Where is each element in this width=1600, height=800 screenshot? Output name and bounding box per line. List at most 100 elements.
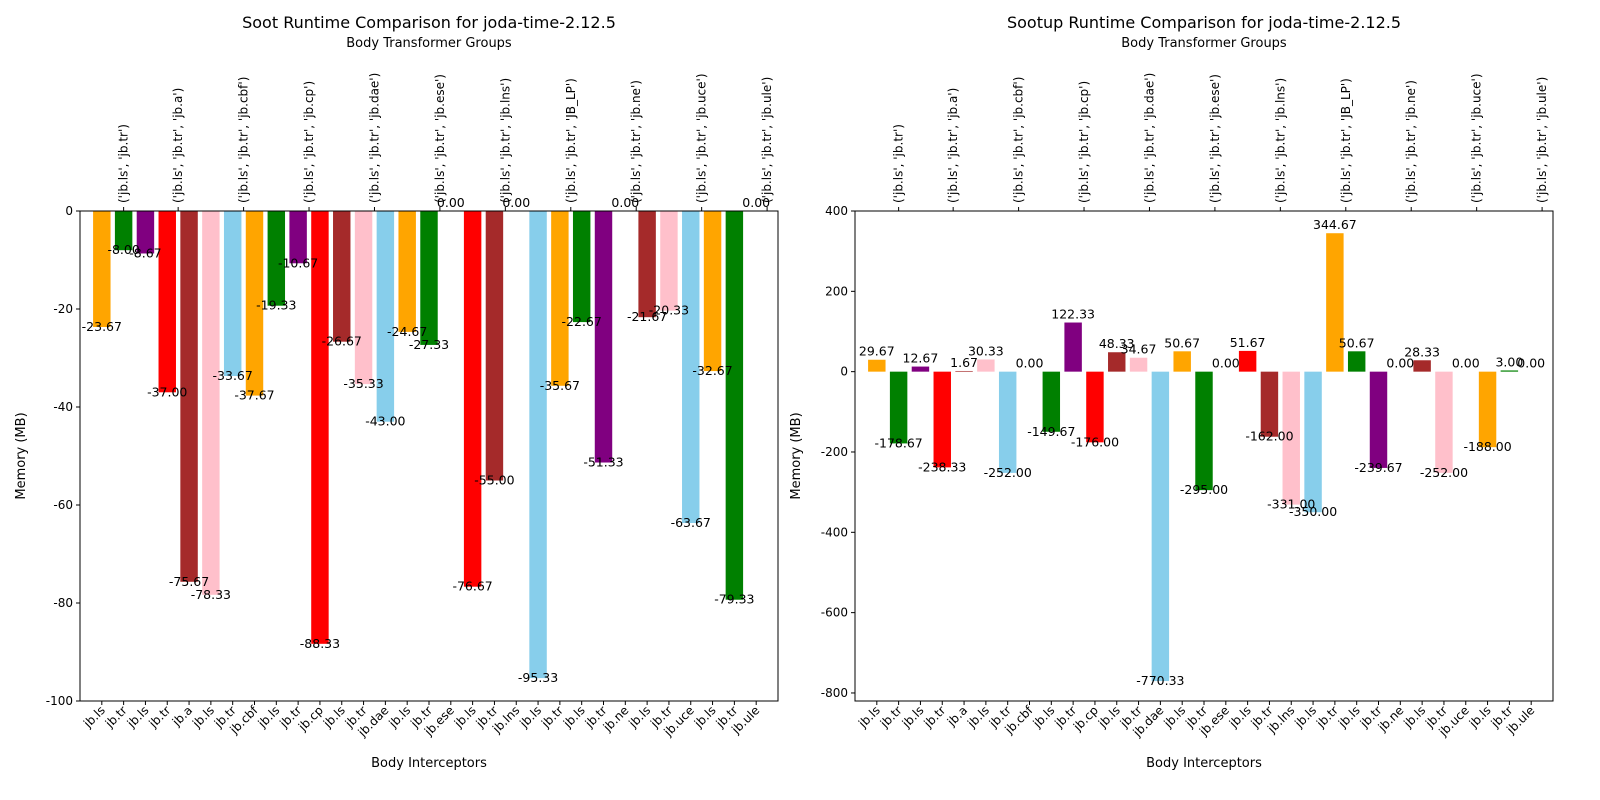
data-label: -95.33: [518, 670, 558, 685]
bar: [420, 211, 438, 345]
top-tick-label: ('jb.ls', 'jb.tr', 'jb.ule'): [1535, 77, 1549, 203]
data-label: -51.33: [583, 455, 623, 470]
bar: [376, 211, 395, 422]
data-label: -252.00: [984, 465, 1032, 480]
data-label: 0.00: [1386, 356, 1414, 371]
top-tick-label: ('jb.ls', 'jb.tr', 'jb.ese'): [433, 74, 447, 203]
bar: [1413, 360, 1431, 372]
x-tick-label: jb.ls: [964, 703, 992, 731]
bar: [114, 211, 133, 251]
bar: [889, 371, 908, 444]
top-tick-label: ('jb.ls', 'jb.tr', 'jb.cbf'): [1012, 77, 1026, 203]
top-tick-label: ('jb.ls', 'jb.tr', 'JB_LP'): [564, 78, 578, 203]
data-label: -8.67: [129, 245, 161, 260]
top-tick-label: ('jb.ls', 'jb.tr', 'jb.cp'): [1077, 81, 1091, 203]
bar: [594, 211, 613, 463]
x-tick-label: jb.ls: [189, 703, 217, 731]
x-tick-label: jb.ls: [855, 703, 883, 731]
top-tick-label: ('jb.ls', 'jb.tr', 'jb.a'): [171, 88, 185, 203]
data-label: 50.67: [1339, 335, 1375, 350]
data-label: -295.00: [1180, 482, 1228, 497]
x-tick-label: jb.ls: [1466, 703, 1494, 731]
data-label: -78.33: [191, 587, 231, 602]
y-tick-label: -40: [53, 400, 73, 414]
bar: [1042, 371, 1061, 432]
data-label: -37.00: [147, 384, 187, 399]
y-axis-label: Memory (MB): [14, 412, 29, 499]
bar: [158, 211, 176, 393]
data-label: -43.00: [365, 414, 405, 429]
data-label: 0.00: [1452, 356, 1480, 371]
top-tick-label: ('jb.ls', 'jb.tr'): [892, 124, 906, 203]
x-tick-label: jb.ls: [691, 703, 719, 731]
bar: [1326, 233, 1344, 372]
data-label: -350.00: [1289, 504, 1337, 519]
top-tick-label: ('jb.ls', 'jb.tr', 'jb.dae'): [367, 73, 381, 203]
y-tick-label: 400: [825, 204, 848, 218]
x-tick-label: jb.tr: [146, 703, 174, 731]
bar: [289, 211, 307, 264]
data-label: 0.00: [1212, 356, 1240, 371]
data-label: 30.33: [968, 343, 1004, 358]
bar: [311, 211, 329, 644]
x-tick-label: jb.ls: [625, 703, 653, 731]
chart-title: Sootup Runtime Comparison for joda-time-…: [1007, 13, 1401, 32]
y-tick-label: -80: [53, 596, 73, 610]
data-label: 51.67: [1230, 335, 1266, 350]
data-label: -63.67: [671, 515, 711, 530]
data-label: 29.67: [859, 344, 895, 359]
data-label: -10.67: [278, 255, 318, 270]
x-tick-label: jb.tr: [921, 703, 949, 731]
data-label: -149.67: [1027, 424, 1075, 439]
bar: [1151, 371, 1170, 682]
chart-title: Soot Runtime Comparison for joda-time-2.…: [242, 13, 616, 32]
bar: [638, 211, 656, 318]
y-tick-label: -100: [46, 694, 73, 708]
bar: [93, 211, 111, 327]
x-axis-label: Body Interceptors: [1146, 756, 1262, 771]
bar: [202, 211, 220, 595]
x-tick-label: jb.tr: [877, 703, 905, 731]
top-tick-label: ('jb.ls', 'jb.tr', 'jb.a'): [946, 88, 960, 203]
data-label: -238.33: [918, 459, 966, 474]
bar: [572, 211, 591, 323]
data-label: -76.67: [452, 579, 492, 594]
data-label: -55.00: [474, 473, 514, 488]
data-label: -176.00: [1071, 434, 1119, 449]
x-tick-label: jb.ls: [1030, 703, 1058, 731]
data-label: -79.33: [714, 592, 754, 607]
bar: [998, 371, 1017, 473]
data-label: 122.33: [1051, 307, 1095, 322]
y-tick-label: 0: [65, 204, 73, 218]
data-label: 48.33: [1099, 336, 1135, 351]
data-label: -26.67: [322, 334, 362, 349]
data-label: -33.67: [213, 368, 253, 383]
top-tick-label: ('jb.ls', 'jb.tr', 'jb.ne'): [1404, 80, 1418, 203]
data-label: -37.67: [234, 388, 274, 403]
y-tick-label: -600: [821, 606, 848, 620]
bar: [398, 211, 416, 332]
top-tick-label: ('jb.ls', 'jb.tr', 'jb.lns'): [1273, 78, 1287, 203]
data-label: -23.67: [82, 319, 122, 334]
top-tick-label: ('jb.ls', 'jb.tr', 'jb.uce'): [1470, 73, 1484, 203]
soot-chart: Soot Runtime Comparison for joda-time-2.…: [14, 13, 779, 771]
x-tick-label: jb.a: [169, 703, 195, 729]
data-label: -27.33: [409, 337, 449, 352]
top-tick-label: ('jb.ls', 'jb.tr'): [117, 124, 131, 203]
x-tick-label: jb.tr: [1313, 703, 1341, 731]
top-tick-label: ('jb.ls', 'jb.tr', 'jb.cbf'): [237, 77, 251, 203]
data-label: -331.00: [1267, 497, 1315, 512]
top-tick-label: ('jb.ls', 'jb.tr', 'jb.cp'): [302, 81, 316, 203]
data-label: 34.67: [1121, 342, 1157, 357]
data-label: -22.67: [562, 314, 602, 329]
data-label: 50.67: [1164, 335, 1200, 350]
bar: [485, 211, 504, 481]
bar: [1129, 357, 1148, 372]
bar: [868, 359, 886, 372]
bar: [977, 359, 995, 372]
bar: [1500, 370, 1519, 372]
y-tick-label: -20: [53, 302, 73, 316]
top-tick-label: ('jb.ls', 'jb.tr', 'JB_LP'): [1339, 78, 1353, 203]
x-tick-label: jb.ls: [516, 703, 544, 731]
